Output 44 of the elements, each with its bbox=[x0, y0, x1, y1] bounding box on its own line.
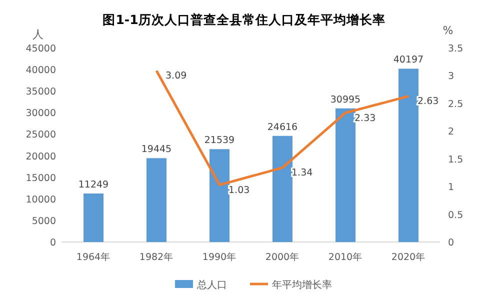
x-tick-label: 2020年 bbox=[391, 251, 426, 263]
x-tick-label: 2000年 bbox=[265, 251, 300, 263]
y2-tick-label: 1.5 bbox=[448, 154, 464, 166]
bar bbox=[272, 136, 292, 242]
y-tick-label: 45000 bbox=[26, 44, 56, 54]
y-tick-label: 5000 bbox=[32, 216, 56, 227]
data-label: 11249 bbox=[78, 180, 109, 191]
y2-tick-label: 3.5 bbox=[448, 44, 464, 54]
data-label: 19445 bbox=[141, 144, 172, 156]
y-tick-label: 20000 bbox=[26, 151, 56, 162]
bar bbox=[146, 158, 166, 242]
y-tick-label: 30000 bbox=[26, 108, 56, 120]
y2-tick-label: 0 bbox=[448, 238, 454, 248]
y2-tick-label: 3 bbox=[448, 71, 454, 82]
y2-tick-label: 1 bbox=[448, 182, 454, 194]
data-label: 24616 bbox=[267, 122, 298, 133]
x-tick-label: 1982年 bbox=[139, 251, 174, 263]
bar bbox=[336, 108, 356, 242]
data-label: 21539 bbox=[204, 135, 235, 146]
data-label: 40197 bbox=[393, 54, 424, 66]
data-label: 1.34 bbox=[292, 168, 313, 179]
y-tick-label: 10000 bbox=[26, 194, 56, 206]
data-label: 3.09 bbox=[166, 70, 187, 82]
x-tick-label: 1990年 bbox=[202, 251, 237, 263]
y-tick-label: 25000 bbox=[26, 130, 56, 141]
y-tick-label: 0 bbox=[50, 238, 56, 248]
legend-label: 年平均增长率 bbox=[272, 279, 332, 291]
bar bbox=[210, 149, 230, 242]
legend-label: 总人口 bbox=[196, 279, 227, 291]
y-tick-label: 35000 bbox=[26, 86, 56, 98]
y-axis-title: 人 bbox=[32, 28, 44, 41]
y2-tick-label: 2.5 bbox=[448, 98, 464, 110]
x-tick-label: 2010年 bbox=[328, 251, 363, 263]
y2-axis-title: % bbox=[442, 24, 454, 37]
y-tick-label: 40000 bbox=[26, 65, 56, 76]
x-tick-label: 1964年 bbox=[76, 251, 111, 263]
bar bbox=[398, 68, 418, 242]
bar bbox=[84, 194, 104, 242]
chart-title: 图1-1历次人口普查全县常住人口及年平均增长率 bbox=[102, 12, 386, 27]
y2-tick-label: 2 bbox=[448, 126, 454, 138]
y2-tick-label: 0.5 bbox=[448, 210, 464, 221]
data-label: 1.03 bbox=[228, 184, 250, 196]
y-tick-label: 15000 bbox=[26, 172, 56, 184]
data-label: 30995 bbox=[330, 94, 361, 106]
